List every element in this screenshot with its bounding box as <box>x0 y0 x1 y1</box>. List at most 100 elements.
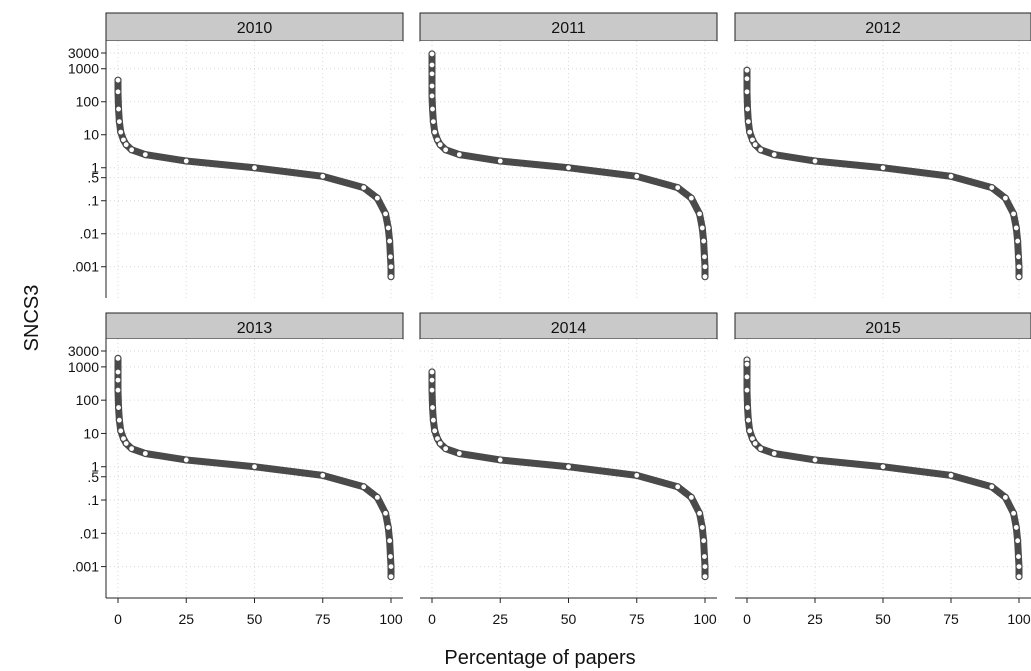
y-tick-label: 10 <box>83 425 99 441</box>
data-point <box>114 403 123 412</box>
data-point <box>436 439 444 448</box>
data-point <box>429 118 437 126</box>
data-point <box>381 210 390 218</box>
data-point <box>1014 552 1023 561</box>
data-point <box>700 253 709 261</box>
data-point <box>770 449 778 458</box>
data-point <box>182 157 190 165</box>
data-point <box>384 224 392 232</box>
y-tick-label: 1000 <box>68 359 99 375</box>
data-point <box>250 164 259 172</box>
data-point <box>947 471 955 479</box>
panel-title: 2015 <box>865 320 901 337</box>
data-point <box>122 141 130 149</box>
panel-2014: 2014 0 25 50 75 100 <box>419 312 718 627</box>
x-tick-label: 100 <box>379 611 403 627</box>
panel-title: 2010 <box>237 20 273 37</box>
data-point <box>141 449 149 458</box>
data-point <box>879 164 887 172</box>
panel-strip <box>105 12 404 42</box>
y-tick-label: .001 <box>72 259 99 275</box>
data-point <box>700 537 708 545</box>
y-tick-label: .01 <box>80 226 100 242</box>
data-point <box>114 368 122 376</box>
data-point <box>428 368 436 376</box>
x-tick-label: 25 <box>178 611 194 627</box>
data-point <box>496 456 504 464</box>
data-point <box>455 449 463 458</box>
panel-title: 2011 <box>551 20 586 37</box>
data-point <box>387 263 395 271</box>
x-tick-label: 75 <box>943 611 959 627</box>
data-point <box>182 456 190 464</box>
data-point <box>455 151 463 159</box>
data-point <box>743 373 751 381</box>
data-point <box>141 151 149 159</box>
x-tick-label: 0 <box>428 611 436 627</box>
data-point <box>387 273 395 281</box>
x-tick-label: 100 <box>1007 611 1031 627</box>
data-point <box>756 445 765 453</box>
data-point <box>431 128 439 136</box>
data-point <box>695 509 704 517</box>
data-point <box>746 128 754 136</box>
data-point <box>743 105 752 113</box>
y-tick-label: .5 <box>87 469 99 485</box>
y-tick-label: .1 <box>87 492 99 508</box>
data-point <box>988 483 996 491</box>
data-point <box>695 210 704 218</box>
data-point <box>428 376 436 384</box>
data-point <box>114 105 123 113</box>
x-axis-title: Percentage of papers <box>444 647 635 669</box>
data-point <box>319 471 327 479</box>
data-point <box>428 50 436 58</box>
data-point <box>744 416 752 424</box>
data-point <box>387 562 395 571</box>
data-point <box>1014 237 1022 245</box>
data-point <box>442 146 450 154</box>
data-point <box>564 164 573 172</box>
data-point <box>746 427 754 435</box>
data-point <box>381 509 390 517</box>
data-point <box>387 573 395 581</box>
data-point <box>128 146 136 154</box>
data-point <box>114 76 122 84</box>
y-tick-label: 3000 <box>68 45 99 61</box>
panel-title: 2014 <box>551 320 587 337</box>
data-point <box>431 427 439 435</box>
x-tick-label: 50 <box>247 611 263 627</box>
data-point <box>384 523 392 532</box>
data-point <box>360 184 368 192</box>
data-point <box>743 386 751 394</box>
data-point <box>743 75 751 83</box>
y-tick-label: .5 <box>87 170 99 186</box>
data-point <box>751 439 759 448</box>
data-point <box>879 463 887 471</box>
data-point <box>496 157 504 165</box>
data-point <box>700 237 708 245</box>
panel-strip <box>734 12 1031 42</box>
panel-2015: 2015 0 25 50 75 100 <box>734 312 1031 627</box>
y-tick-label: 3000 <box>68 343 99 359</box>
data-point <box>386 552 395 561</box>
panel-title: 2012 <box>865 20 901 37</box>
data-point <box>114 354 122 362</box>
panel-strip <box>419 312 718 340</box>
data-point <box>770 151 778 159</box>
panel-strip <box>734 312 1031 340</box>
data-point <box>114 88 122 96</box>
data-point <box>428 82 436 90</box>
data-point <box>319 172 327 180</box>
data-point <box>122 439 130 448</box>
data-point <box>114 376 122 384</box>
y-tick-label: 1 <box>91 459 99 475</box>
data-point <box>743 88 751 96</box>
data-point <box>564 463 573 471</box>
data-point <box>428 386 436 394</box>
y-tick-label: .1 <box>87 193 99 209</box>
data-point <box>442 445 450 453</box>
data-point <box>743 360 751 368</box>
panel-2011: 2011 <box>419 12 718 298</box>
panel-title: 2013 <box>237 320 273 337</box>
y-tick-label: .001 <box>72 559 99 575</box>
